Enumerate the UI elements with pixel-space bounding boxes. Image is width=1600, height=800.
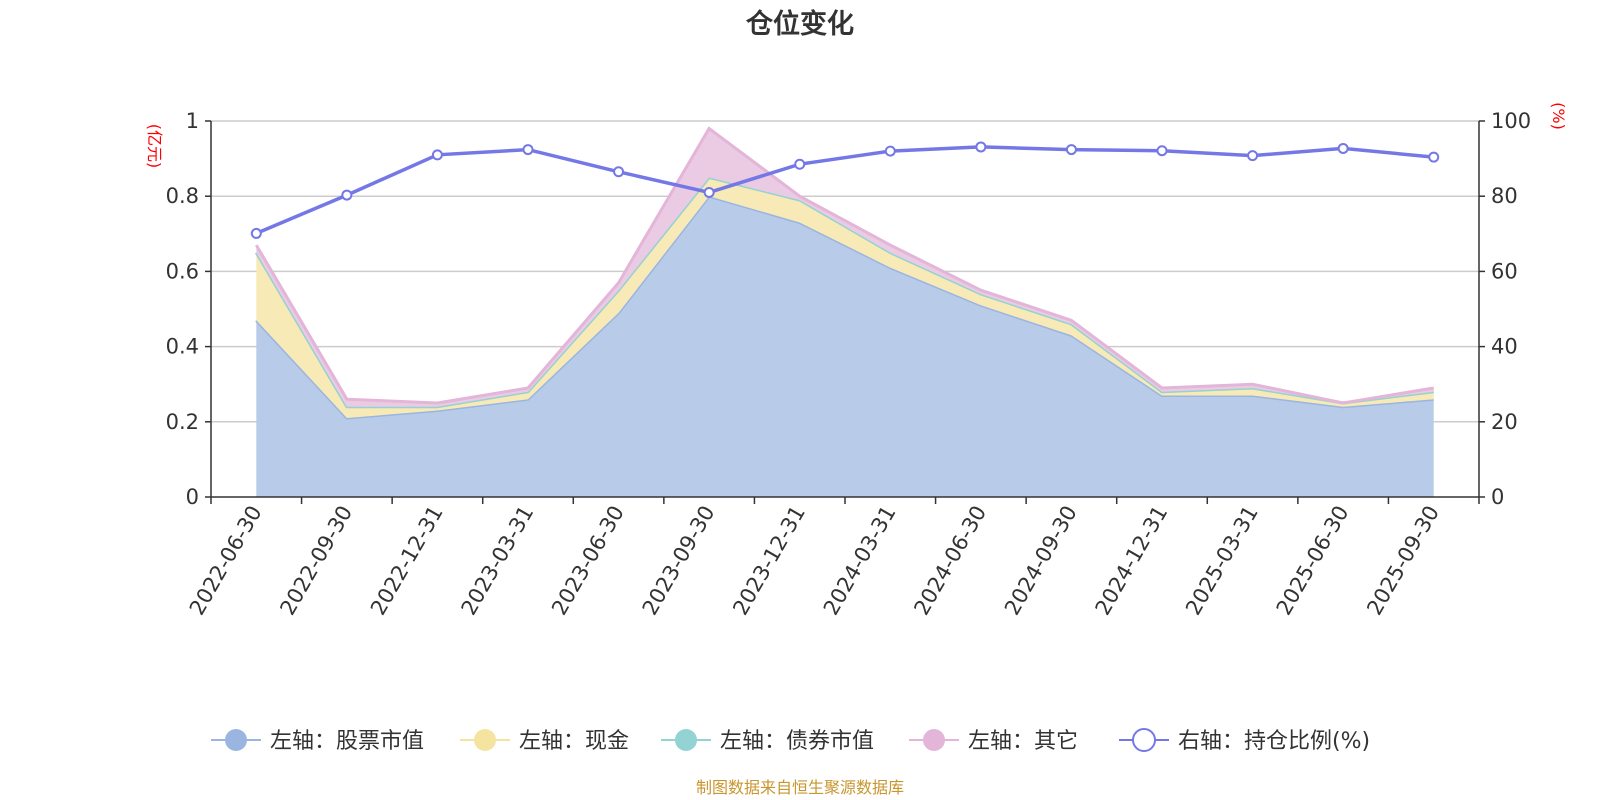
ratio-point [1247, 150, 1259, 162]
legend-hollow-dot-icon [1132, 728, 1156, 752]
x-tick-label: 2022-06-30 [185, 502, 267, 620]
area-line [255, 126, 1434, 405]
legend-dot-icon [225, 729, 247, 751]
legend-dot-icon [675, 729, 697, 751]
right-tick-label: 60 [1491, 259, 1518, 283]
ratio-point [613, 166, 625, 178]
x-tick-label: 2022-12-31 [366, 502, 448, 620]
legend-item[interactable]: 右轴：持仓比例(%) [1119, 728, 1370, 754]
ratio-point [431, 149, 443, 161]
ratio-point [1065, 144, 1077, 156]
data-source-note: 制图数据来自恒生聚源数据库 [696, 778, 904, 797]
left-axis-unit: (亿元) [145, 124, 164, 169]
legend-label: 左轴：债券市值 [720, 729, 874, 754]
ratio-point [1428, 151, 1440, 163]
right-tick-label: 80 [1491, 184, 1518, 208]
legend-item[interactable]: 左轴：股票市值 [211, 729, 424, 754]
legend-item[interactable]: 左轴：现金 [460, 729, 629, 754]
x-tick-label: 2023-06-30 [547, 502, 629, 620]
x-tick-label: 2023-12-31 [728, 502, 810, 620]
right-axis-unit: (%) [1549, 102, 1568, 130]
ratio-point [341, 189, 353, 201]
x-tick-label: 2023-09-30 [638, 502, 720, 620]
legend-label: 左轴：其它 [968, 729, 1078, 754]
legend-label: 右轴：持仓比例(%) [1178, 729, 1370, 754]
ratio-point [250, 227, 262, 239]
legend: 左轴：股票市值 左轴：现金 左轴：债券市值 左轴：其它 右轴：持仓比例(%) [211, 728, 1370, 754]
ratio-point [794, 158, 806, 170]
x-tick-label: 2024-03-31 [819, 502, 901, 620]
area-fill [256, 196, 1434, 497]
legend-label: 左轴：现金 [519, 729, 629, 754]
ratio-line-path [255, 145, 1434, 236]
ratio-point [884, 145, 896, 157]
right-tick-label: 0 [1491, 485, 1504, 509]
x-tick-label: 2024-12-31 [1091, 502, 1173, 620]
ratio-point [1337, 142, 1349, 154]
ratio-point [703, 186, 715, 198]
left-tick-label: 0.2 [166, 410, 199, 434]
left-tick-label: 0.8 [166, 184, 199, 208]
ratio-point [1156, 145, 1168, 157]
left-tick-label: 0.4 [166, 335, 199, 359]
x-tick-label: 2024-06-30 [909, 502, 991, 620]
ratio-point [522, 144, 534, 156]
left-tick-label: 1 [186, 109, 199, 133]
x-tick-label: 2025-06-30 [1272, 502, 1354, 620]
right-tick-label: 100 [1491, 109, 1531, 133]
x-tick-label: 2022-09-30 [275, 502, 357, 620]
right-tick-label: 20 [1491, 410, 1518, 434]
chart-title: 仓位变化 [745, 8, 854, 40]
legend-item[interactable]: 左轴：债券市值 [661, 729, 874, 754]
legend-dot-icon [474, 729, 496, 751]
x-tick-label: 2025-09-30 [1362, 502, 1444, 620]
x-tick-label: 2025-03-31 [1181, 502, 1263, 620]
left-tick-label: 0 [186, 485, 199, 509]
x-tick-label: 2023-03-31 [457, 502, 539, 620]
right-tick-label: 40 [1491, 335, 1518, 359]
legend-dot-icon [923, 729, 945, 751]
legend-item[interactable]: 左轴：其它 [909, 729, 1078, 754]
ratio-point [975, 141, 987, 153]
area-series [255, 126, 1434, 497]
x-tick-label: 2024-09-30 [1000, 502, 1082, 620]
left-tick-label: 0.6 [166, 259, 199, 283]
legend-label: 左轴：股票市值 [270, 729, 424, 754]
ratio-line-series [250, 141, 1440, 239]
